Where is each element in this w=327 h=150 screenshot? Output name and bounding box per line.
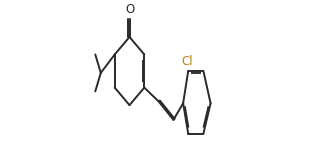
Text: O: O	[125, 3, 134, 16]
Text: Cl: Cl	[182, 55, 193, 68]
